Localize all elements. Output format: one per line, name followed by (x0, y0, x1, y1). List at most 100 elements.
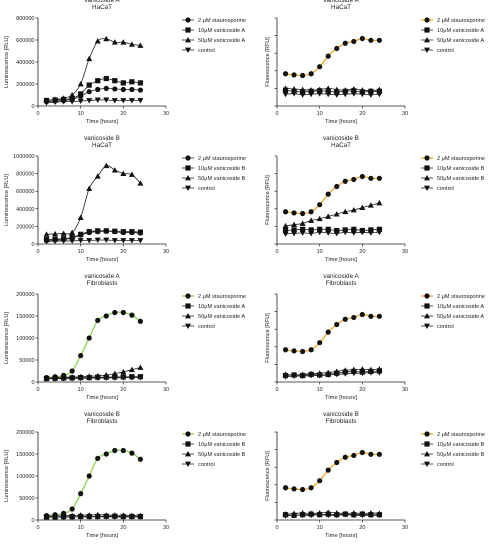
data-point (308, 227, 314, 233)
legend-marker (185, 175, 191, 181)
data-point (368, 451, 374, 457)
data-point (120, 368, 127, 375)
data-point (282, 231, 289, 238)
data-point (325, 372, 332, 378)
data-point (376, 37, 382, 43)
data-point (86, 98, 93, 104)
data-point (300, 72, 306, 79)
series-fit-line (46, 449, 141, 517)
series-fit-line (285, 202, 380, 227)
data-point (282, 222, 289, 229)
x-axis-label: Time [hours] (86, 119, 118, 125)
data-point (78, 491, 84, 497)
x-tick-label: 20 (120, 525, 126, 531)
data-point (359, 173, 365, 180)
legend-marker (185, 431, 191, 437)
y-tick-label: 0 (31, 380, 34, 386)
legend-marker (185, 313, 191, 319)
data-point (367, 87, 374, 94)
data-point (112, 86, 118, 92)
x-axis-label: Time [hours] (325, 257, 357, 263)
data-point (282, 71, 289, 77)
data-point (94, 97, 101, 103)
data-point (86, 335, 92, 341)
legend-marker (424, 165, 430, 171)
chart-title: Fibroblasts (87, 418, 118, 425)
data-point (69, 99, 76, 105)
legend-label: 50μM vanicoside A (198, 314, 245, 320)
data-point (334, 321, 340, 328)
data-point (359, 370, 366, 377)
data-point (52, 514, 59, 521)
data-point (129, 312, 135, 318)
data-point (368, 227, 374, 233)
data-point (342, 91, 349, 98)
data-point (367, 230, 374, 236)
legend-label: control (437, 324, 454, 330)
x-tick-label: 30 (163, 387, 169, 393)
chart-title: Fibroblasts (326, 418, 357, 425)
y-axis-label: Luminescence [RLU] (4, 450, 10, 502)
legend-label: 50μM vanicoside A (437, 314, 484, 320)
legend-marker (424, 431, 430, 437)
chart-title: Fibroblasts (326, 280, 357, 287)
data-point (308, 217, 315, 223)
y-tick-label: 50000 (19, 496, 34, 502)
data-point (111, 514, 118, 520)
series-fit-line (285, 175, 380, 215)
legend-marker (424, 461, 430, 467)
legend-label: 50μM vanicoside B (437, 176, 485, 182)
y-tick-label: 600000 (16, 189, 34, 195)
data-point (350, 91, 357, 97)
data-point (282, 209, 289, 215)
data-point (325, 213, 332, 219)
data-point (333, 231, 340, 237)
data-point (333, 211, 340, 217)
chart-title: vanicoside B (323, 411, 359, 418)
data-point (137, 229, 143, 235)
series-fit-line (46, 165, 141, 235)
data-point (60, 99, 67, 105)
y-tick-label: 400000 (16, 60, 34, 66)
data-point (317, 226, 323, 232)
series-fit-line (46, 311, 141, 379)
data-point (129, 86, 135, 93)
data-point (60, 230, 67, 236)
data-point (351, 176, 357, 183)
data-point (282, 227, 289, 234)
data-point (129, 79, 135, 85)
data-point (342, 512, 349, 518)
data-point (129, 229, 135, 235)
x-tick-label: 0 (275, 525, 278, 531)
data-point (111, 98, 118, 104)
data-point (367, 92, 374, 98)
data-point (120, 447, 126, 454)
x-axis-label: Time [hours] (325, 119, 357, 125)
legend-label: control (437, 48, 454, 54)
x-tick-label: 0 (275, 249, 278, 255)
data-point (111, 375, 118, 381)
x-tick-label: 0 (36, 525, 39, 531)
data-point (103, 375, 110, 381)
legend-label: 10μM vanicoside B (437, 442, 485, 448)
data-point (43, 231, 50, 237)
y-tick-label: 200000 (16, 224, 34, 230)
legend-label: 10μM vanicoside A (437, 28, 484, 34)
data-point (120, 309, 126, 316)
data-point (291, 85, 298, 92)
data-point (86, 514, 93, 520)
data-point (325, 467, 331, 473)
data-point (43, 100, 50, 106)
data-point (137, 364, 144, 370)
x-tick-label: 30 (402, 249, 408, 255)
data-point (308, 373, 315, 379)
data-point (351, 314, 357, 321)
data-point (291, 72, 297, 78)
data-point (120, 98, 127, 104)
legend-marker (424, 313, 430, 319)
legend-marker (424, 451, 430, 457)
data-point (368, 175, 374, 181)
data-point (282, 91, 289, 98)
